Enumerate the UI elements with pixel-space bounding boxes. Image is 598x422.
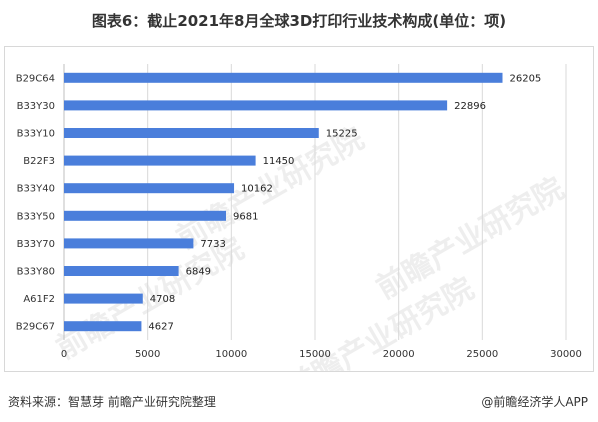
category-label: A61F2 <box>23 294 55 305</box>
category-label: B33Y40 <box>17 184 55 195</box>
x-tick-labels: 0 5000 10000 15000 20000 25000 30000 <box>61 349 582 360</box>
value-labels: 26205 22896 15225 11450 10162 9681 7733 6849 470… <box>148 73 541 332</box>
category-label: B33Y10 <box>17 129 55 140</box>
bar-B33Y10 <box>64 128 319 138</box>
category-label: B22F3 <box>23 156 55 167</box>
category-label: B33Y50 <box>17 211 55 222</box>
x-tick-label: 10000 <box>215 349 247 360</box>
value-label: 22896 <box>454 101 486 112</box>
x-tick-label: 15000 <box>299 349 331 360</box>
value-label: 4627 <box>148 322 173 333</box>
value-label: 4708 <box>150 294 175 305</box>
x-tick-label: 5000 <box>135 349 160 360</box>
value-label: 26205 <box>509 73 541 84</box>
category-labels: B29C64 B33Y30 B33Y10 B22F3 B33Y40 B33Y50 B33Y7… <box>16 73 55 332</box>
x-tick-label: 30000 <box>550 349 582 360</box>
chart-frame: 前瞻产业研究院 前瞻产业研究院 前瞻产业研究院 前瞻产业研究院 B29C64 B33Y3… <box>4 46 594 372</box>
bar-A61F2 <box>64 293 143 304</box>
brand-label: @前瞻经济学人APP <box>481 395 588 409</box>
bar-B33Y30 <box>64 100 448 111</box>
bar-B29C64 <box>64 72 503 83</box>
bar-B33Y70 <box>64 238 194 249</box>
source-note: 资料来源：智慧芽 前瞻产业研究院整理 <box>8 395 216 409</box>
value-label: 11450 <box>263 156 295 167</box>
category-label: B29C64 <box>16 73 55 84</box>
bar-B33Y40 <box>64 183 235 194</box>
value-label: 15225 <box>326 129 358 140</box>
x-tick-label: 25000 <box>466 349 498 360</box>
value-label: 7733 <box>200 239 225 250</box>
value-label: 6849 <box>186 267 211 278</box>
bar-B29C67 <box>64 321 142 332</box>
category-label: B33Y80 <box>17 267 55 278</box>
bars <box>64 72 503 332</box>
bar-B22F3 <box>64 155 256 166</box>
x-tick-label: 20000 <box>383 349 415 360</box>
bar-B33Y50 <box>64 210 226 221</box>
bar-B33Y80 <box>64 266 179 276</box>
category-label: B33Y30 <box>17 101 55 112</box>
chart-title: 图表6：截止2021年8月全球3D打印行业技术构成(单位：项) <box>91 12 507 30</box>
category-label: B29C67 <box>16 322 55 333</box>
value-label: 9681 <box>233 211 258 222</box>
x-tick-label: 0 <box>61 349 67 360</box>
category-label: B33Y70 <box>17 239 55 250</box>
value-label: 10162 <box>241 184 273 195</box>
